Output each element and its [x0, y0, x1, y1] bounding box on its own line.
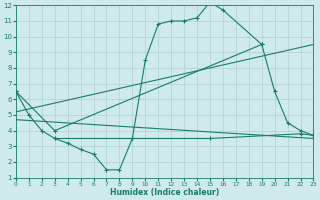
- X-axis label: Humidex (Indice chaleur): Humidex (Indice chaleur): [110, 188, 219, 197]
